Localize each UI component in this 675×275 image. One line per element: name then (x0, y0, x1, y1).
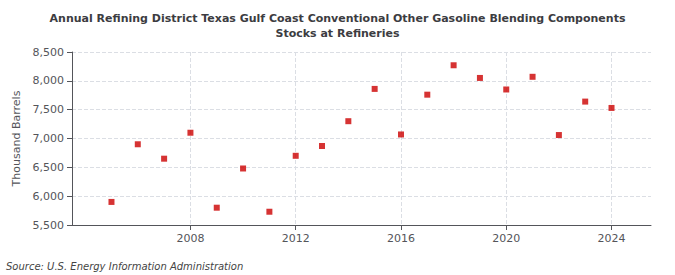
svg-text:8,000: 8,000 (33, 74, 65, 87)
svg-text:7,000: 7,000 (33, 132, 65, 145)
svg-text:Stocks at Refineries: Stocks at Refineries (275, 27, 399, 40)
svg-text:Annual Refining District Texas: Annual Refining District Texas Gulf Coas… (50, 12, 626, 25)
svg-text:5,500: 5,500 (33, 219, 65, 232)
svg-text:Source: U.S. Energy Informatio: Source: U.S. Energy Information Administ… (6, 261, 243, 272)
svg-text:Thousand Barrels: Thousand Barrels (10, 90, 23, 187)
svg-text:2016: 2016 (387, 232, 415, 245)
svg-text:8,500: 8,500 (33, 46, 65, 59)
svg-text:2008: 2008 (176, 232, 204, 245)
svg-text:2024: 2024 (598, 232, 626, 245)
svg-text:2020: 2020 (492, 232, 520, 245)
svg-text:2012: 2012 (282, 232, 310, 245)
svg-text:6,500: 6,500 (33, 161, 65, 174)
svg-text:7,500: 7,500 (33, 103, 65, 116)
svg-text:6,000: 6,000 (33, 190, 65, 203)
